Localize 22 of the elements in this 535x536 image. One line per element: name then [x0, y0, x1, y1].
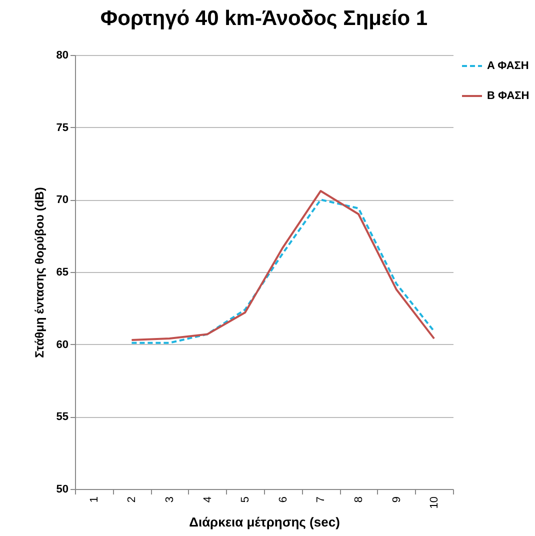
- y-tick-label: 75: [56, 122, 68, 134]
- x-axis-title: Διάρκεια μέτρησης (sec): [189, 514, 340, 530]
- y-tick-label: 60: [56, 338, 68, 351]
- x-tick-label: 8: [353, 496, 365, 503]
- y-axis-title: Στάθμη έντασης θορύβου (dB): [32, 187, 46, 358]
- x-tick-label: 10: [428, 496, 441, 509]
- x-tick-label: 7: [315, 496, 328, 503]
- y-tick-label: 55: [56, 411, 68, 424]
- legend-label: B ΦΑΣΗ: [487, 90, 530, 102]
- x-tick-label: 1: [88, 496, 100, 503]
- x-tick-label: 9: [390, 496, 403, 503]
- x-tick-label: 2: [126, 496, 138, 503]
- y-tick-label: 70: [56, 194, 68, 206]
- x-tick-label: 6: [277, 496, 290, 503]
- x-tick-label: 4: [202, 496, 214, 503]
- x-tick-label: 5: [240, 496, 252, 503]
- y-tick-label: 80: [56, 50, 68, 62]
- legend-label: A ΦΑΣΗ: [487, 60, 529, 72]
- y-tick-label: 65: [56, 266, 68, 278]
- chart-title: Φορτηγό 40 km-Άνοδος Σημείο 1: [100, 7, 428, 30]
- y-tick-label: 50: [56, 484, 68, 496]
- x-tick-label: 3: [164, 496, 176, 503]
